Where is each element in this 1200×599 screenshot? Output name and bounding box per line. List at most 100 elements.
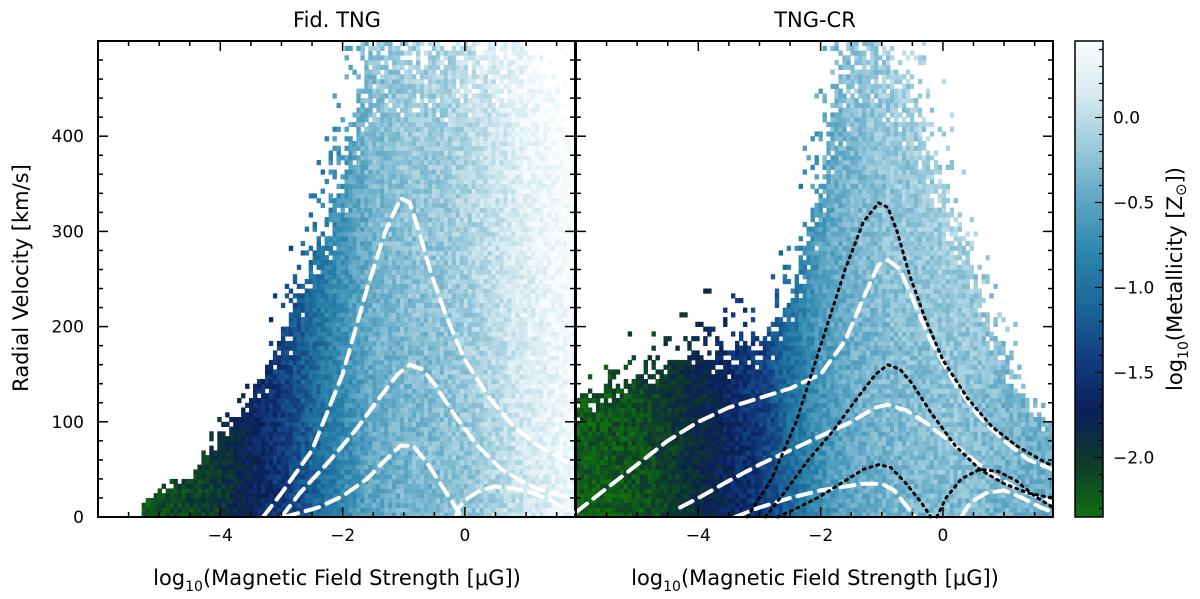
heatmap-cell [444,360,448,365]
heatmap-cell [404,450,408,455]
heatmap-cell [376,289,380,294]
heatmap-cell [444,350,448,355]
heatmap-cell [408,112,412,117]
heatmap-cell [440,46,444,51]
heatmap-cell [468,331,472,336]
heatmap-cell [337,212,341,217]
heatmap-cell [468,289,472,294]
heatmap-cell [368,222,372,227]
heatmap-cell [325,317,329,322]
heatmap-cell [297,427,301,432]
heatmap-cell [345,498,349,503]
heatmap-cell [297,350,301,355]
heatmap-cell [476,274,480,279]
heatmap-cell [460,393,464,398]
heatmap-cell [476,212,480,217]
heatmap-cell [464,369,468,374]
heatmap-cell [404,51,408,56]
heatmap-cell [364,198,368,203]
heatmap-cell [444,265,448,270]
heatmap-cell [436,236,440,241]
heatmap-cell [408,98,412,103]
heatmap-cell [392,274,396,279]
heatmap-cell [476,265,480,270]
heatmap-cell [360,236,364,241]
heatmap-cell [452,117,456,122]
heatmap-cell [368,446,372,451]
heatmap-cell [368,508,372,513]
heatmap-cell [380,260,384,265]
heatmap-cell [488,422,492,427]
heatmap-cell [317,279,321,284]
heatmap-cell [396,112,400,117]
heatmap-cell [380,331,384,336]
heatmap-cell [476,298,480,303]
heatmap-cell [428,498,432,503]
heatmap-cell [428,98,432,103]
heatmap-cell [472,55,476,60]
heatmap-cell [372,93,376,98]
heatmap-cell [297,298,301,303]
heatmap-cell [321,360,325,365]
heatmap-cell [456,203,460,208]
heatmap-cell [301,441,305,446]
heatmap-cell [376,417,380,422]
heatmap-cell [460,389,464,394]
heatmap-cell [305,436,309,441]
heatmap-cell [488,236,492,241]
heatmap-cell [384,203,388,208]
heatmap-cell [464,55,468,60]
heatmap-cell [408,127,412,132]
heatmap-cell [432,151,436,156]
heatmap-cell [329,379,333,384]
heatmap-cell [368,484,372,489]
heatmap-cell [186,493,190,498]
heatmap-cell [436,508,440,513]
heatmap-cell [424,179,428,184]
heatmap-cell [400,250,404,255]
heatmap-cell [229,474,233,479]
heatmap-cell [273,393,277,398]
heatmap-cell [440,503,444,508]
heatmap-cell [464,179,468,184]
heatmap-cell [253,384,257,389]
heatmap-cell [277,427,281,432]
heatmap-cell [456,60,460,65]
heatmap-cell [297,417,301,422]
heatmap-cell [452,141,456,146]
heatmap-cell [448,479,452,484]
heatmap-cell [456,469,460,474]
heatmap-cell [321,508,325,513]
heatmap-cell [400,179,404,184]
heatmap-cell [392,79,396,84]
heatmap-cell [388,127,392,132]
heatmap-cell [352,208,356,213]
heatmap-cell [277,417,281,422]
heatmap-cell [289,408,293,413]
heatmap-cell [285,469,289,474]
heatmap-cell [376,308,380,313]
heatmap-cell [233,422,237,427]
heatmap-cell [341,322,345,327]
heatmap-cell [372,331,376,336]
heatmap-cell [197,479,201,484]
heatmap-cell [329,198,333,203]
heatmap-cell [289,389,293,394]
heatmap-cell [309,293,313,298]
heatmap-cell [341,384,345,389]
heatmap-cell [480,260,484,265]
heatmap-cell [432,236,436,241]
heatmap-cell [452,389,456,394]
heatmap-cell [480,117,484,122]
heatmap-cell [428,384,432,389]
heatmap-cell [265,484,269,489]
heatmap-cell [408,327,412,332]
heatmap-cell [356,503,360,508]
heatmap-cell [380,65,384,70]
heatmap-cell [432,227,436,232]
heatmap-cell [420,141,424,146]
heatmap-cell [372,246,376,251]
heatmap-cell [356,170,360,175]
heatmap-cell [285,422,289,427]
heatmap-cell [464,403,468,408]
